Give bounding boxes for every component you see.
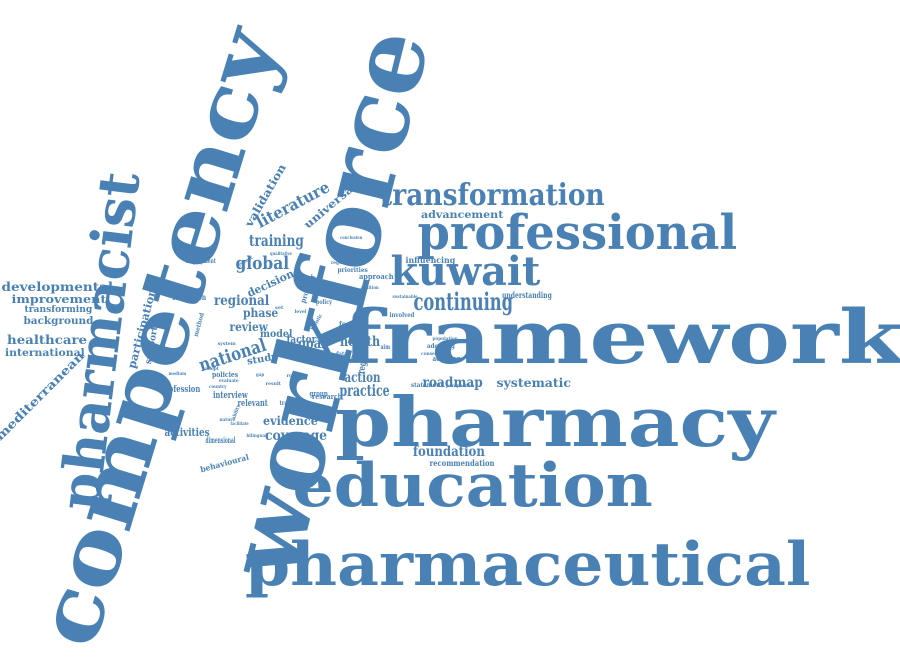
word-gap: gap (256, 371, 265, 378)
word-phase: phase (242, 306, 278, 320)
word-nature: nature (218, 416, 235, 423)
word-pharmaceutical: pharmaceutical (244, 530, 810, 600)
word-translation: translation (279, 400, 310, 407)
word-factor: factor (285, 332, 316, 346)
word-group: group (309, 388, 328, 398)
word-policy: policy (315, 299, 332, 306)
word-consensus: consensus (420, 350, 446, 357)
word-result: result (265, 380, 281, 387)
word-dimensional: dimensional (204, 435, 235, 445)
word-advancement: advancement (420, 210, 504, 221)
word-healthcare: healthcare (7, 333, 87, 347)
word-facilitate: facilitate (230, 420, 249, 427)
word-continuing: continuing (412, 287, 513, 316)
word-employment: employment (185, 258, 216, 265)
word-global: global (234, 253, 289, 274)
word-understanding: understanding (501, 290, 552, 300)
word-need: need (299, 351, 326, 365)
word-improvement: improvement (11, 292, 107, 306)
word-transforming: transforming (23, 304, 92, 315)
word-adopting: adopting (427, 343, 455, 350)
word-perspective: perspective (446, 382, 475, 389)
word-policies: policies (212, 369, 239, 379)
word-international: international (5, 348, 85, 359)
word-transformation: transformation (379, 178, 605, 213)
word-population: population (432, 335, 458, 342)
word-action: action (343, 370, 380, 386)
word-federation: federation (171, 292, 206, 302)
word-set: set (275, 304, 284, 311)
word-focus: focus (339, 321, 359, 328)
word-foundation: foundation (413, 444, 485, 460)
word-regional: regional (213, 293, 269, 309)
word-systematic: systematic (496, 376, 572, 390)
word-profession: profession (159, 384, 200, 395)
word-training: training (248, 231, 304, 250)
word-model: model (260, 329, 293, 340)
word-aim: aim (379, 344, 390, 351)
word-background: background (22, 316, 93, 327)
word-roadmap: roadmap (422, 375, 483, 391)
word-data: data (334, 351, 347, 358)
word-health: health (340, 334, 381, 350)
word-sustainable: sustainable (392, 293, 418, 300)
word-country: country (208, 383, 227, 390)
word-interview: interview (212, 390, 248, 401)
word-professional: professional (416, 205, 737, 261)
word-role: role (286, 372, 297, 379)
word-conclusion: conclusion (340, 234, 363, 241)
word-relevant: relevant (237, 398, 268, 409)
word-practice: practice (339, 381, 390, 400)
word-research: research (312, 391, 343, 401)
word-qualitative: qualitative (270, 250, 293, 257)
word-regulation: regulation (330, 259, 356, 266)
word-coverage: coverage (264, 428, 328, 444)
word-approach: approach (358, 271, 394, 281)
word-evidence: evidence (262, 414, 318, 428)
word-recommendation: recommendation (429, 458, 495, 468)
word-developmental: developmental (1, 280, 113, 294)
word-kuwait: kuwait (390, 248, 540, 295)
word-adapting: adapting (431, 353, 460, 363)
word-activities: activities (164, 425, 210, 439)
word-addition: addition (360, 284, 379, 291)
word-pharmacy: pharmacy (335, 383, 775, 463)
word-influencing: influencing (405, 255, 455, 265)
word-adopt: adopt (204, 365, 219, 372)
word-strategies: strategies (287, 407, 314, 414)
word-level: level (294, 308, 307, 315)
word-education: education (292, 451, 653, 521)
word-review: review (229, 320, 268, 334)
word-evaluate: evaluate (218, 377, 239, 384)
word-statement: statement (411, 382, 443, 389)
word-framework: framework (341, 295, 900, 381)
word-bilingual: bilingual (246, 432, 267, 439)
word-involved: involved (389, 312, 415, 319)
word-goal: goal (297, 336, 326, 352)
word-priorities: priorities (337, 267, 368, 274)
word-perception: perception (286, 442, 312, 449)
word-system: system (217, 340, 236, 347)
word-medium: medium (167, 370, 186, 377)
